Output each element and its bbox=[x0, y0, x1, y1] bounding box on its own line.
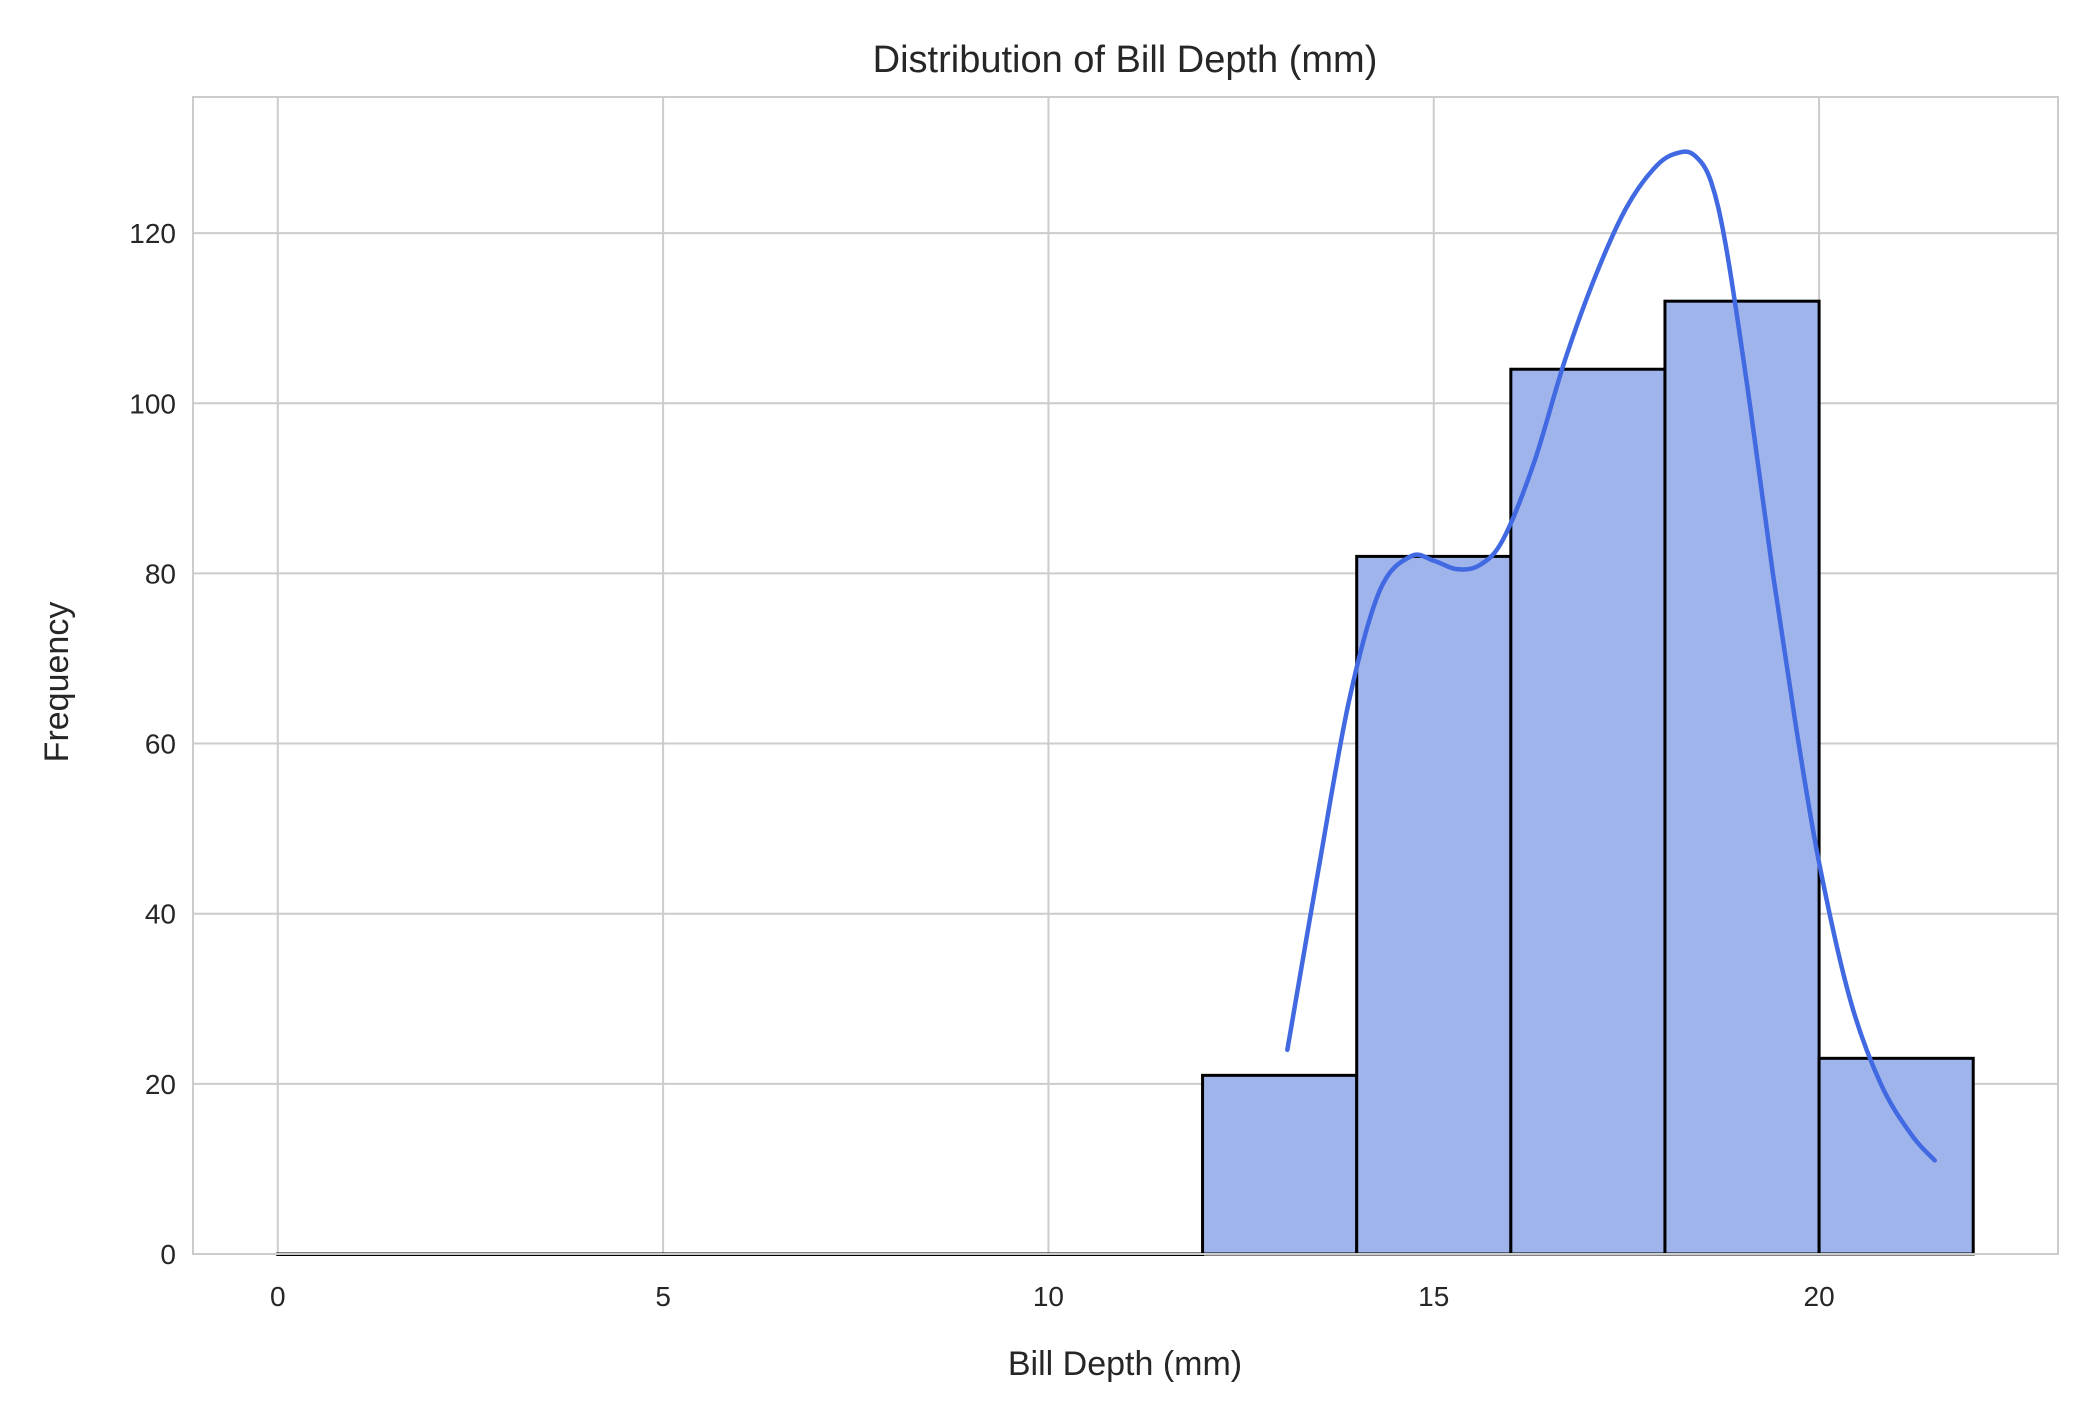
x-tick-label-0: 0 bbox=[270, 1281, 286, 1312]
y-tick-label-4: 80 bbox=[145, 558, 176, 589]
histogram-bars bbox=[276, 299, 1975, 1256]
y-tick-label-2: 40 bbox=[145, 899, 176, 930]
kde-curve bbox=[1285, 149, 1937, 1163]
x-tick-label-3: 15 bbox=[1418, 1281, 1449, 1312]
histogram-bar-8 bbox=[1509, 367, 1667, 1256]
histogram-bar-9 bbox=[1663, 299, 1821, 1256]
y-tick-label-5: 100 bbox=[129, 388, 176, 419]
x-tick-label-4: 20 bbox=[1804, 1281, 1835, 1312]
x-tick-labels: 0 5 10 15 20 bbox=[270, 1281, 1835, 1312]
histogram-bar-6 bbox=[1201, 1073, 1359, 1256]
y-axis-label: Frequency bbox=[38, 602, 76, 763]
x-tick-label-1: 5 bbox=[655, 1281, 671, 1312]
y-tick-label-1: 20 bbox=[145, 1069, 176, 1100]
y-tick-label-0: 0 bbox=[160, 1239, 176, 1270]
chart-title: Distribution of Bill Depth (mm) bbox=[873, 39, 1378, 81]
kde-curve-layer bbox=[1285, 149, 1937, 1163]
y-tick-label-6: 120 bbox=[129, 218, 176, 249]
plot-frame bbox=[192, 96, 2059, 1255]
x-tick-label-2: 10 bbox=[1033, 1281, 1064, 1312]
x-axis-label: Bill Depth (mm) bbox=[1008, 1345, 1242, 1383]
histogram-bar-10 bbox=[1817, 1056, 1975, 1256]
y-tick-labels: 0 20 40 60 80 100 120 bbox=[129, 218, 176, 1270]
y-tick-label-3: 60 bbox=[145, 729, 176, 760]
histogram-bar-7 bbox=[1355, 554, 1513, 1256]
